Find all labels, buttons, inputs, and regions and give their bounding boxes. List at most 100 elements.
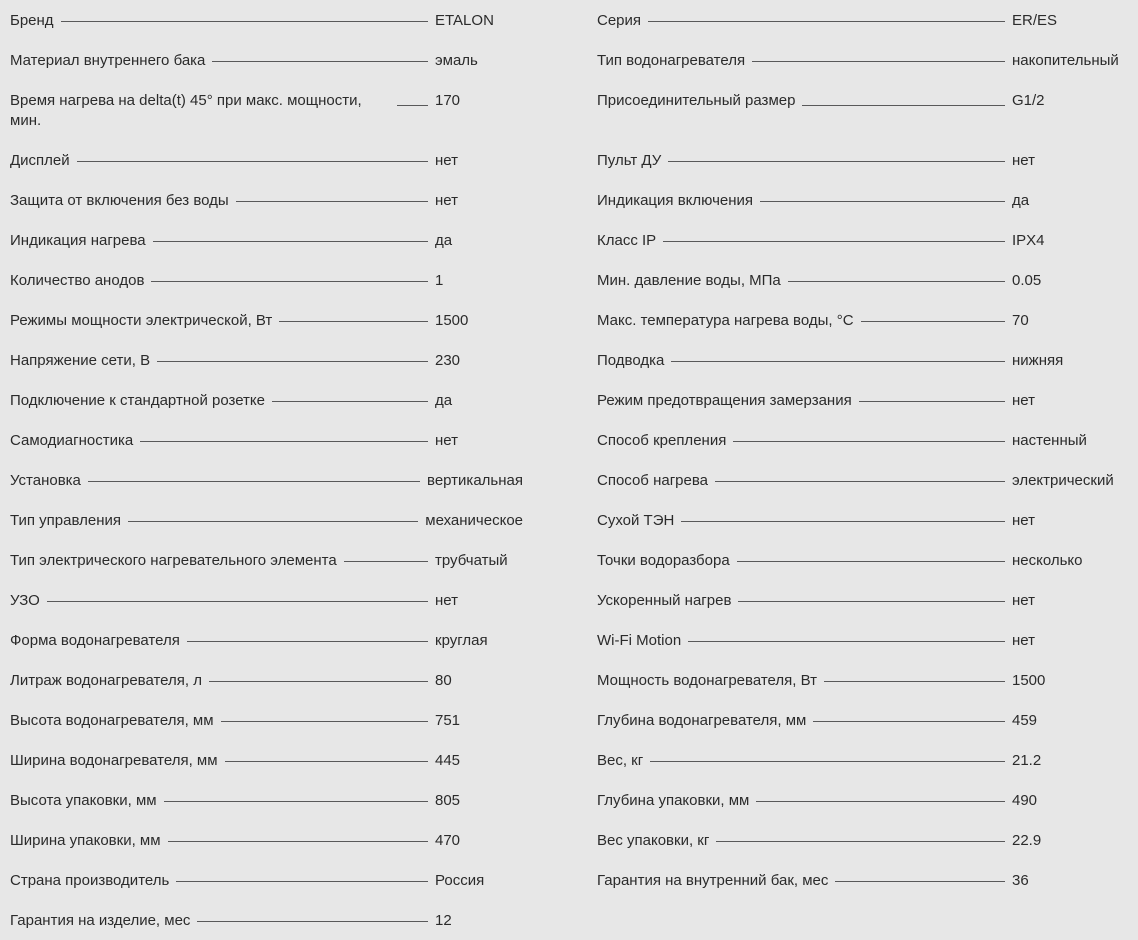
leader-line [343,561,428,562]
spec-label: Точки водоразбора [597,552,730,569]
leader-line [220,721,428,722]
spec-label: Серия [597,12,642,29]
leader-line [224,761,428,762]
spec-row: Режим предотвращения замерзания нет [597,380,1132,420]
spec-label: Гарантия на внутренний бак, мес [597,872,829,889]
spec-value: нет [435,432,458,449]
spec-row: Дисплей нет [10,140,523,180]
spec-row: Индикация включения да [597,180,1132,220]
spec-label: Количество анодов [10,272,145,289]
spec-label: Глубина водонагревателя, мм [597,712,807,729]
spec-row: Тип управления механическое [10,500,523,540]
spec-row: Ускоренный нагрев нет [597,580,1132,620]
spec-value: да [435,392,453,409]
spec-row: Подводка нижняя [597,340,1132,380]
leader-line [186,641,428,642]
spec-label: Режимы мощности электрической, Вт [10,312,273,329]
spec-value: ETALON [435,12,494,29]
leader-line [858,401,1005,402]
spec-label: Время нагрева на delta(t) 45° при макс. … [10,92,362,129]
leader-line [823,681,1005,682]
leader-line [835,881,1005,882]
spec-row: Гарантия на внутренний бак, мес 36 [597,860,1132,900]
spec-row: Литраж водонагревателя, л 80 [10,660,523,700]
spec-value: 12 [435,912,452,929]
leader-line [163,801,428,802]
spec-label: Тип управления [10,512,121,529]
leader-line [668,161,1005,162]
spec-value: 1500 [435,312,469,329]
leader-line [688,641,1005,642]
spec-label: Литраж водонагревателя, л [10,672,202,689]
spec-label: УЗО [10,592,40,609]
spec-value: нет [1012,152,1035,169]
spec-row: Способ крепления настенный [597,420,1132,460]
spec-value: нет [1012,632,1035,649]
spec-value: нет [435,192,458,209]
spec-label: Самодиагностика [10,432,134,449]
leader-line [715,481,1005,482]
spec-label: Индикация нагрева [10,232,146,249]
leader-line [272,401,428,402]
spec-label: Глубина упаковки, мм [597,792,750,809]
spec-value: 21.2 [1012,752,1042,769]
spec-label: Дисплей [10,152,70,169]
spec-label: Вес, кг [597,752,644,769]
spec-value: 80 [435,672,452,689]
leader-line [760,201,1005,202]
leader-line [87,481,421,482]
leader-line [756,801,1005,802]
leader-line [648,21,1005,22]
leader-line [176,881,428,882]
spec-value: да [1012,192,1030,209]
spec-label: Способ крепления [597,432,727,449]
leader-line [127,521,419,522]
spec-row: Напряжение сети, В 230 [10,340,523,380]
spec-row: Гарантия на изделие, мес 12 [10,900,523,940]
spec-value: да [435,232,453,249]
spec-value: 751 [435,712,461,729]
spec-value: нижняя [1012,352,1064,369]
leader-line [60,21,428,22]
spec-value: электрический [1012,472,1114,489]
spec-label: Ширина упаковки, мм [10,832,161,849]
spec-value: 170 [435,92,461,109]
leader-line [197,921,428,922]
spec-value: G1/2 [1012,92,1045,109]
spec-row: Ширина водонагревателя, мм 445 [10,740,523,780]
spec-value: нет [435,592,458,609]
spec-label: Ширина водонагревателя, мм [10,752,218,769]
spec-value: 459 [1012,712,1038,729]
spec-row: Высота упаковки, мм 805 [10,780,523,820]
spec-value: несколько [1012,552,1083,569]
spec-value: 445 [435,752,461,769]
spec-row: Способ нагрева электрический [597,460,1132,500]
spec-label: Пульт ДУ [597,152,662,169]
spec-value: IPX4 [1012,232,1045,249]
spec-value: круглая [435,632,488,649]
spec-label: Установка [10,472,81,489]
spec-label: Присоединительный размер [597,92,796,109]
spec-row: Серия ER/ES [597,0,1132,40]
spec-value: трубчатый [435,552,508,569]
spec-value: нет [435,152,458,169]
spec-row: Индикация нагрева да [10,220,523,260]
spec-row: Макс. температура нагрева воды, °C 70 [597,300,1132,340]
spec-row: Вес, кг 21.2 [597,740,1132,780]
spec-row: Тип водонагревателя накопительный [597,40,1132,80]
leader-line [671,361,1005,362]
spec-value: 70 [1012,312,1029,329]
spec-label: Режим предотвращения замерзания [597,392,852,409]
leader-line [663,241,1005,242]
spec-label: Подводка [597,352,665,369]
leader-line [787,281,1005,282]
spec-value: 230 [435,352,461,369]
leader-line [152,241,428,242]
leader-line [212,61,428,62]
spec-label: Wi-Fi Motion [597,632,682,649]
spec-value: Россия [435,872,485,889]
spec-label: Защита от включения без воды [10,192,229,209]
spec-row: Сухой ТЭН нет [597,500,1132,540]
leader-line [46,601,428,602]
spec-label: Высота упаковки, мм [10,792,157,809]
